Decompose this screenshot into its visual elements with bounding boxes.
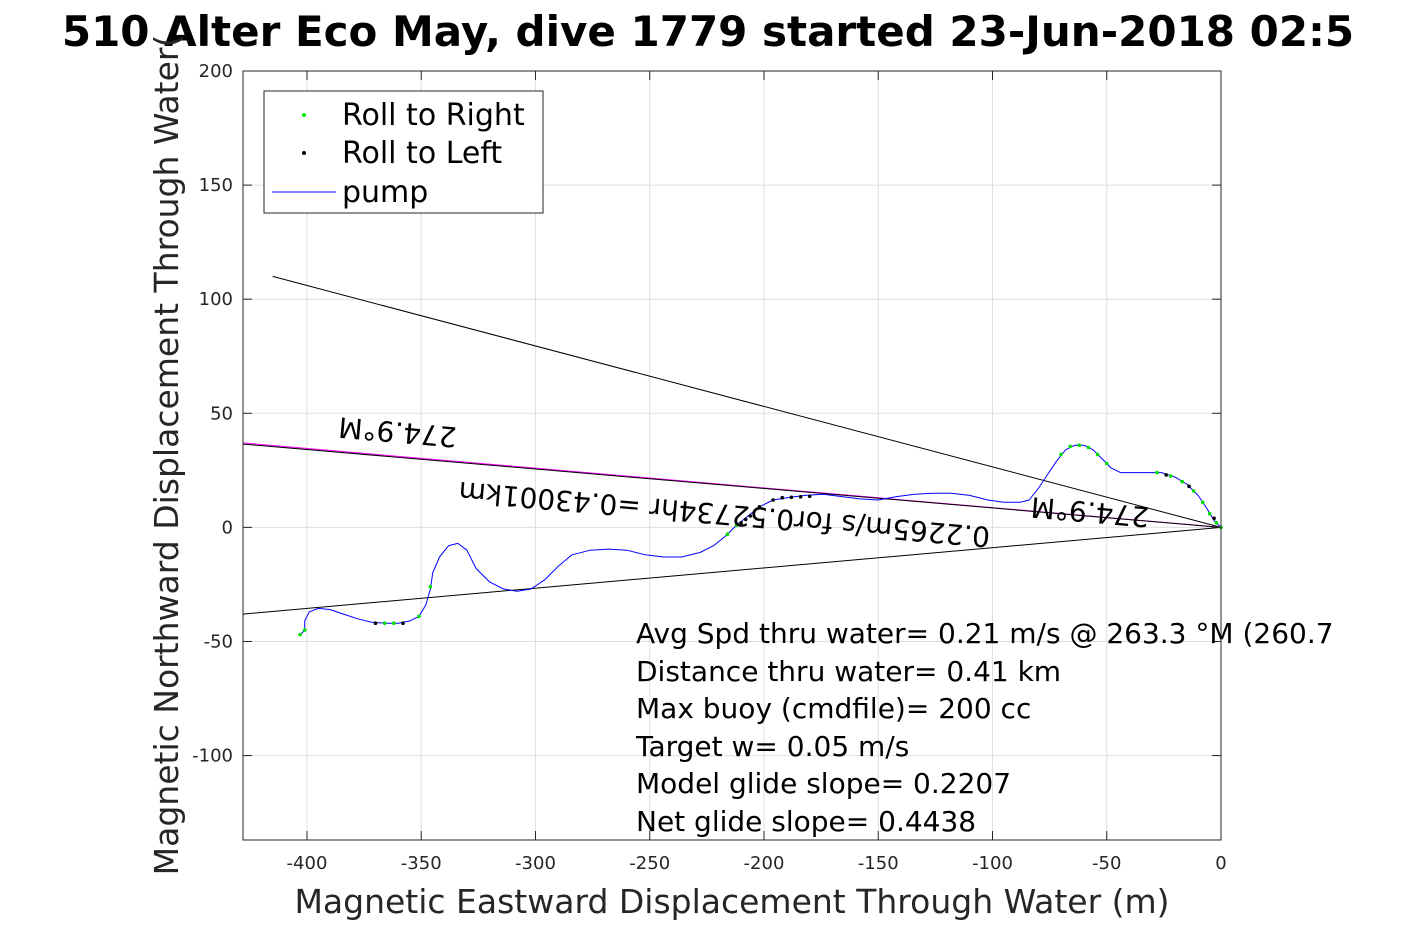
roll-right-point bbox=[1207, 511, 1212, 516]
roll-left-point bbox=[739, 521, 743, 525]
stat-avg-speed: Avg Spd thru water= 0.21 m/s @ 263.3 °M … bbox=[636, 617, 1334, 650]
y-tick-label: 150 bbox=[199, 175, 233, 196]
x-tick-label: -300 bbox=[515, 853, 556, 874]
y-tick-label: 200 bbox=[199, 61, 233, 82]
roll-right-point bbox=[382, 621, 387, 625]
y-axis-label: Magnetic Northward Displacement Through … bbox=[147, 35, 186, 876]
roll-right-point bbox=[428, 584, 433, 589]
chart-title: 510 Alter Eco May, dive 1779 started 23-… bbox=[62, 7, 1354, 56]
stat-max-buoy: Max buoy (cmdfile)= 200 cc bbox=[636, 692, 1031, 725]
roll-right-point bbox=[392, 621, 396, 625]
y-tick-label: -100 bbox=[192, 746, 233, 767]
legend-marker-roll-right bbox=[302, 113, 306, 117]
roll-right-point bbox=[1086, 445, 1091, 450]
roll-right-point bbox=[1104, 461, 1109, 466]
stats-block: Avg Spd thru water= 0.21 m/s @ 263.3 °M … bbox=[635, 617, 1334, 838]
reference-lines bbox=[242, 275, 1222, 615]
roll-right-point bbox=[298, 632, 302, 637]
y-tick-labels: -100 -50 0 50 100 150 200 bbox=[192, 61, 233, 767]
plot-frame bbox=[242, 70, 1222, 841]
reference-line bbox=[242, 443, 1222, 528]
y-tick-label: 0 bbox=[222, 517, 233, 538]
roll-right-point bbox=[302, 628, 307, 632]
y-tick-label: -50 bbox=[204, 631, 233, 652]
x-tick-label: -50 bbox=[1092, 853, 1121, 874]
roll-left-point bbox=[748, 514, 753, 518]
legend-label-pump: pump bbox=[342, 175, 428, 210]
y-tick-label: 100 bbox=[199, 289, 233, 310]
roll-right-point bbox=[1200, 500, 1205, 505]
roll-left-point bbox=[1212, 516, 1216, 521]
roll-right-point bbox=[1155, 470, 1159, 475]
roll-right-point bbox=[417, 614, 421, 619]
reference-line bbox=[272, 275, 1222, 528]
reference-line bbox=[242, 526, 1222, 615]
roll-left-point bbox=[373, 621, 378, 625]
x-tick-label: -400 bbox=[287, 853, 328, 874]
roll-left-point bbox=[789, 495, 794, 500]
x-axis-label: Magnetic Eastward Displacement Through W… bbox=[294, 882, 1169, 921]
roll-right-point bbox=[1214, 521, 1219, 525]
roll-right-point bbox=[1095, 452, 1100, 457]
stat-net-glide-slope: Net glide slope= 0.4438 bbox=[636, 805, 976, 838]
roll-right-point bbox=[1059, 452, 1063, 457]
roll-right-point bbox=[1077, 443, 1082, 448]
stat-model-glide-slope: Model glide slope= 0.2207 bbox=[636, 767, 1011, 800]
stat-target-w: Target w= 0.05 m/s bbox=[635, 730, 909, 763]
stat-distance: Distance thru water= 0.41 km bbox=[636, 655, 1061, 688]
roll-left-point bbox=[771, 498, 775, 502]
roll-right-point bbox=[725, 532, 730, 536]
legend-label-roll-left: Roll to Left bbox=[342, 136, 502, 171]
x-tick-label: -350 bbox=[401, 853, 442, 874]
roll-left-point bbox=[757, 505, 762, 509]
axis-ticks bbox=[243, 70, 1222, 840]
legend: Roll to Right Roll to Left pump bbox=[263, 90, 544, 214]
x-tick-label: 0 bbox=[1215, 853, 1226, 874]
roll-left-point bbox=[798, 495, 803, 499]
x-tick-label: -150 bbox=[858, 853, 899, 874]
x-tick-label: -100 bbox=[972, 853, 1013, 874]
y-tick-label: 50 bbox=[210, 403, 233, 424]
x-tick-labels: -400 -350 -300 -250 -200 -150 -100 -50 0 bbox=[287, 853, 1227, 874]
roll-left-point bbox=[1187, 484, 1191, 489]
roll-left-point bbox=[1164, 473, 1168, 477]
roll-right-point bbox=[1068, 444, 1072, 449]
roll-right-point bbox=[1191, 489, 1196, 493]
x-tick-label: -200 bbox=[744, 853, 785, 874]
legend-box bbox=[263, 90, 544, 214]
roll-right-point bbox=[1168, 474, 1173, 478]
legend-marker-roll-left bbox=[302, 151, 306, 155]
x-tick-label: -250 bbox=[629, 853, 670, 874]
roll-left-point bbox=[807, 494, 812, 499]
roll-right-point bbox=[734, 523, 739, 527]
legend-label-roll-right: Roll to Right bbox=[342, 98, 525, 133]
roll-right-point bbox=[1180, 479, 1184, 484]
series-layer bbox=[298, 443, 1223, 637]
roll-left-point bbox=[401, 621, 405, 625]
roll-left-point bbox=[743, 517, 748, 522]
roll-left-point bbox=[780, 495, 785, 500]
